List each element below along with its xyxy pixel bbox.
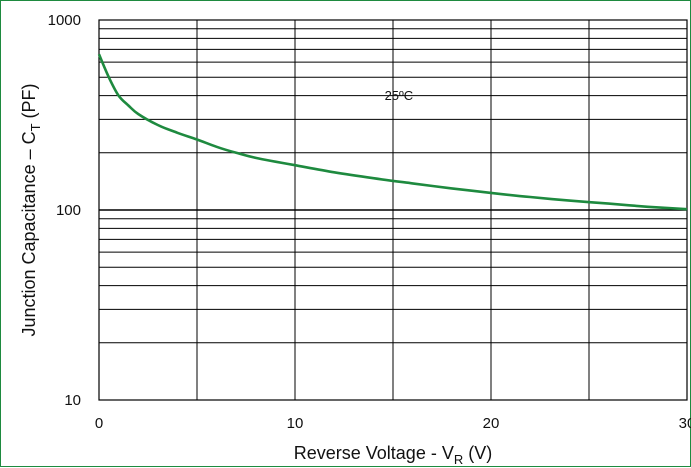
y-axis-title-subscript: T	[28, 123, 43, 131]
y-tick-label: 10	[64, 392, 81, 409]
x-tick-label: 0	[95, 415, 103, 432]
x-axis-title-main: Reverse Voltage - V	[294, 443, 454, 463]
grid-lines	[99, 20, 687, 400]
tick-labels: 0 10 20 30 10 100 1000	[48, 12, 691, 432]
y-axis-title: Junction Capacitance – CT (PF)	[19, 83, 43, 336]
x-axis-title-unit: (V)	[463, 443, 492, 463]
y-axis-title-unit: (PF)	[19, 83, 39, 123]
x-axis-title-subscript: R	[454, 452, 463, 467]
annotations: 25ºC	[385, 88, 414, 103]
temperature-annotation: 25ºC	[385, 88, 414, 103]
x-axis-title: Reverse Voltage - VR (V)	[294, 443, 492, 467]
x-tick-label: 20	[483, 415, 500, 432]
capacitance-curve	[97, 53, 688, 211]
y-tick-label: 1000	[48, 12, 81, 29]
plot-border	[98, 19, 688, 401]
x-tick-label: 30	[679, 415, 691, 432]
y-tick-label: 100	[56, 202, 81, 219]
y-axis-title-main: Junction Capacitance – C	[19, 131, 39, 336]
x-tick-label: 10	[287, 415, 304, 432]
